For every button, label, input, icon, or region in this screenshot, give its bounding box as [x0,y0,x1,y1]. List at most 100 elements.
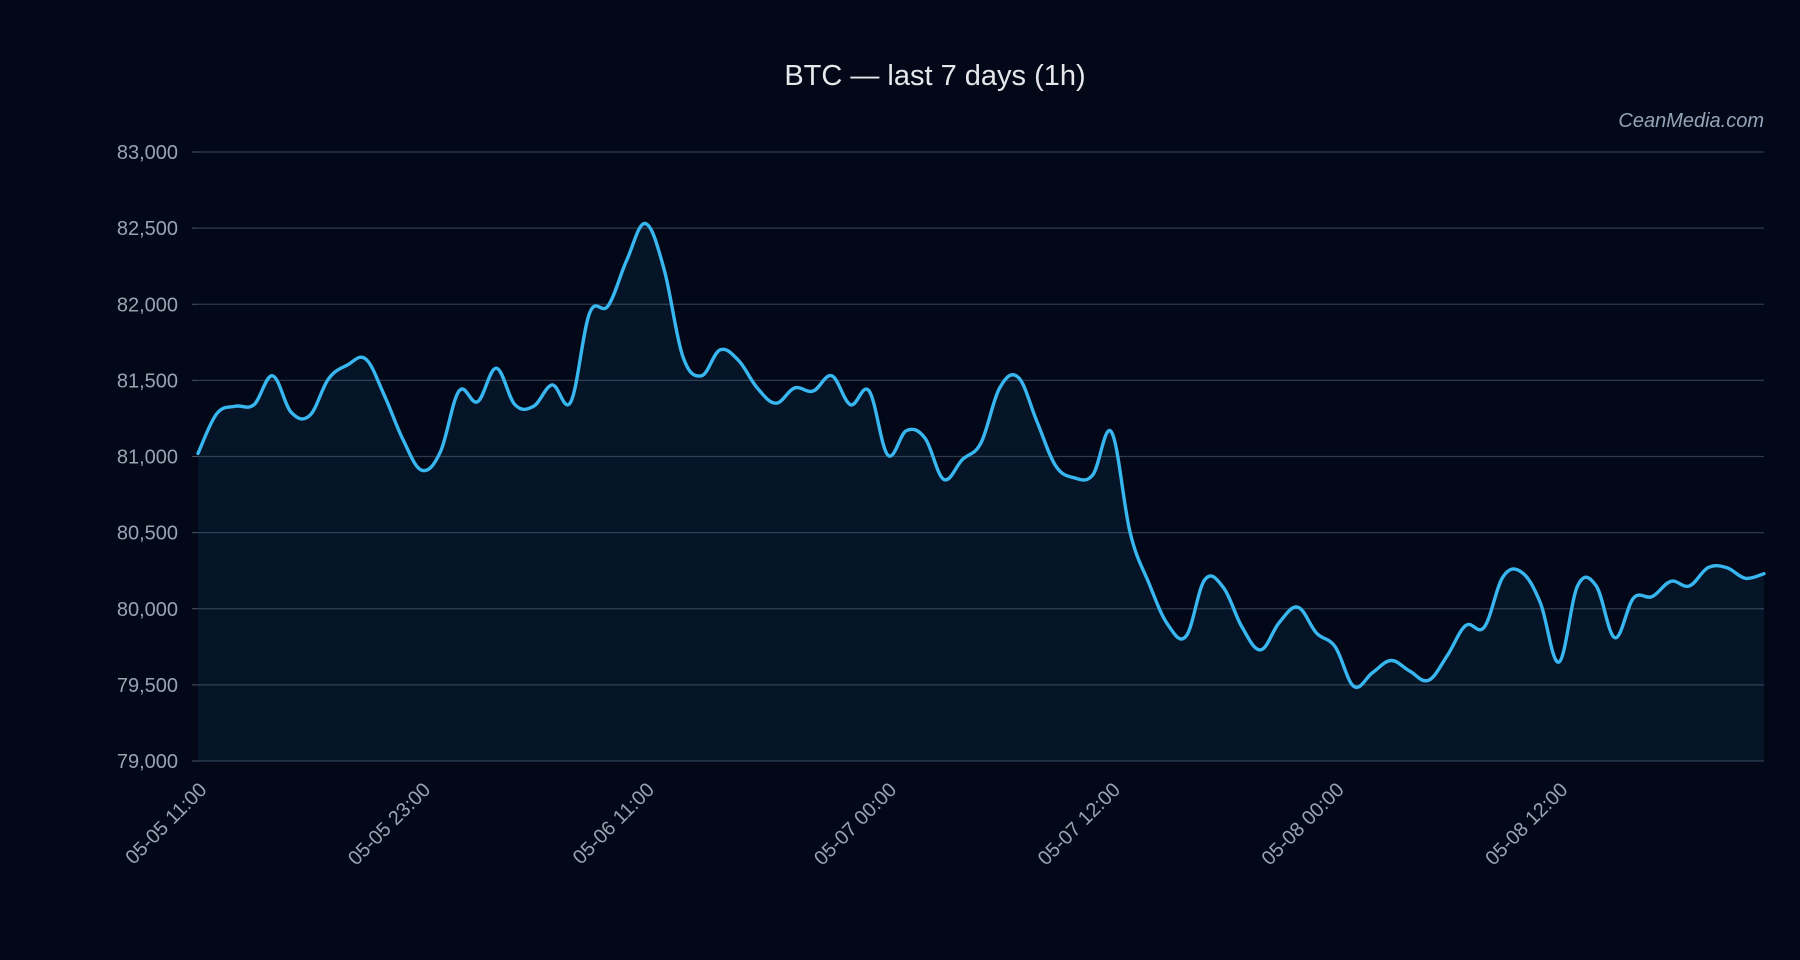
data-point [1501,575,1505,579]
data-point [904,429,908,433]
data-point [998,386,1002,390]
data-point [1110,430,1114,434]
data-point [643,222,647,226]
data-point [1035,419,1039,423]
data-point [662,267,666,271]
price-area [198,223,1764,762]
x-tick-label: 05-05 11:00 [121,779,211,869]
grid-lines [192,151,1764,762]
x-tick-label: 05-08 00:00 [1258,779,1349,870]
data-point [774,401,778,405]
x-tick-label: 05-07 00:00 [810,779,901,870]
data-point [401,438,405,442]
data-point [233,404,237,408]
data-point [1352,684,1356,688]
data-point [1762,572,1766,576]
data-point [550,383,554,387]
data-point [1632,596,1636,600]
data-point [1743,576,1747,580]
data-point [867,389,871,393]
data-point [345,363,349,367]
data-point [755,386,759,390]
data-point [1296,605,1300,609]
y-tick-label: 81,500 [117,370,178,392]
data-point [420,468,424,472]
y-tick-label: 82,000 [117,294,178,316]
data-point [1315,631,1319,635]
data-point [737,359,741,363]
y-tick-label: 80,000 [117,599,178,621]
data-point [569,400,573,404]
y-tick-label: 81,000 [117,447,178,469]
data-point [1371,671,1375,675]
x-tick-label: 05-07 12:00 [1034,779,1125,870]
x-axis-tick-labels: 05-05 11:00 05-05 23:00 05-06 11:00 05-07 0… [121,779,1572,870]
data-point [1725,566,1729,570]
price-area-fill [198,223,1764,762]
data-point [532,404,536,408]
data-point [606,304,610,308]
data-point [308,413,312,417]
data-point [830,374,834,378]
y-tick-label: 79,500 [117,675,178,697]
data-point [1128,531,1132,535]
data-point [252,403,256,407]
price-line [196,221,1766,690]
data-point [1147,581,1151,585]
data-point [1669,579,1673,583]
data-point [1687,584,1691,588]
data-point [1408,669,1412,673]
data-point [457,389,461,393]
data-point [1650,595,1654,599]
data-point [327,377,331,381]
data-point [513,403,517,407]
y-tick-label: 79,000 [117,751,178,773]
data-point [1072,476,1076,480]
data-point [1259,648,1263,652]
data-point [289,410,293,414]
data-point [1557,660,1561,664]
data-point [942,477,946,481]
data-point [1538,601,1542,605]
watermark-text: CeanMedia.com [1618,110,1764,132]
data-point [438,450,442,454]
y-axis-tick-labels: 79,000 79,500 80,000 80,500 81,000 81,500 82,0… [117,142,178,773]
x-tick-label: 05-05 23:00 [344,779,435,870]
data-point [476,400,480,404]
data-point [1389,659,1393,663]
y-tick-label: 83,000 [117,142,178,164]
data-point [718,348,722,352]
data-point [1576,584,1580,588]
data-point [1054,464,1058,468]
data-point [1482,625,1486,629]
data-point [1221,585,1225,589]
data-point [1333,645,1337,649]
data-point [793,386,797,390]
data-point [1277,620,1281,624]
data-point [196,451,200,455]
y-tick-label: 82,500 [117,218,178,240]
data-point [849,403,853,407]
data-point [1426,678,1430,682]
data-point [960,458,964,462]
data-point [1240,625,1244,629]
data-point [1091,473,1095,477]
data-point [1445,654,1449,658]
data-point [215,412,219,416]
data-point [979,441,983,445]
data-point [1203,578,1207,582]
x-tick-label: 05-08 12:00 [1481,779,1572,870]
y-tick-label: 80,500 [117,523,178,545]
data-point [1520,570,1524,574]
data-point [494,366,498,370]
data-point [1184,634,1188,638]
x-tick-label: 05-06 11:00 [569,779,659,869]
data-point [1165,622,1169,626]
data-point [1464,623,1468,627]
data-point [811,389,815,393]
data-point [382,394,386,398]
data-point [1706,566,1710,570]
data-point [588,311,592,315]
data-point [886,453,890,457]
